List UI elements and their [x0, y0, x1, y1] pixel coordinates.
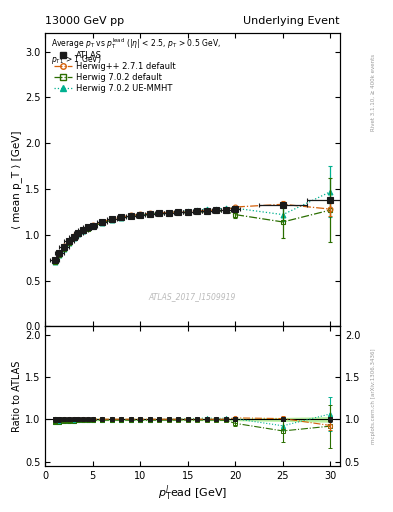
Text: ATLAS_2017_I1509919: ATLAS_2017_I1509919: [149, 292, 236, 302]
Text: Rivet 3.1.10, ≥ 400k events: Rivet 3.1.10, ≥ 400k events: [371, 54, 376, 131]
Text: Underlying Event: Underlying Event: [243, 15, 340, 26]
X-axis label: $p_{\rm T}^{l}$ead [GeV]: $p_{\rm T}^{l}$ead [GeV]: [158, 483, 227, 503]
Y-axis label: ⟨ mean p_T ⟩ [GeV]: ⟨ mean p_T ⟩ [GeV]: [11, 131, 22, 229]
Legend: ATLAS, Herwig++ 2.7.1 default, Herwig 7.0.2 default, Herwig 7.0.2 UE-MMHT: ATLAS, Herwig++ 2.7.1 default, Herwig 7.…: [52, 49, 177, 95]
Y-axis label: Ratio to ATLAS: Ratio to ATLAS: [12, 360, 22, 432]
Text: Average $p_{\rm T}$ vs $p_{\rm T}^{\rm lead}$ ($|\eta|$ < 2.5, $p_{\rm T}$ > 0.5: Average $p_{\rm T}$ vs $p_{\rm T}^{\rm l…: [51, 36, 221, 66]
Text: 13000 GeV pp: 13000 GeV pp: [45, 15, 124, 26]
Text: mcplots.cern.ch [arXiv:1306.3436]: mcplots.cern.ch [arXiv:1306.3436]: [371, 349, 376, 444]
